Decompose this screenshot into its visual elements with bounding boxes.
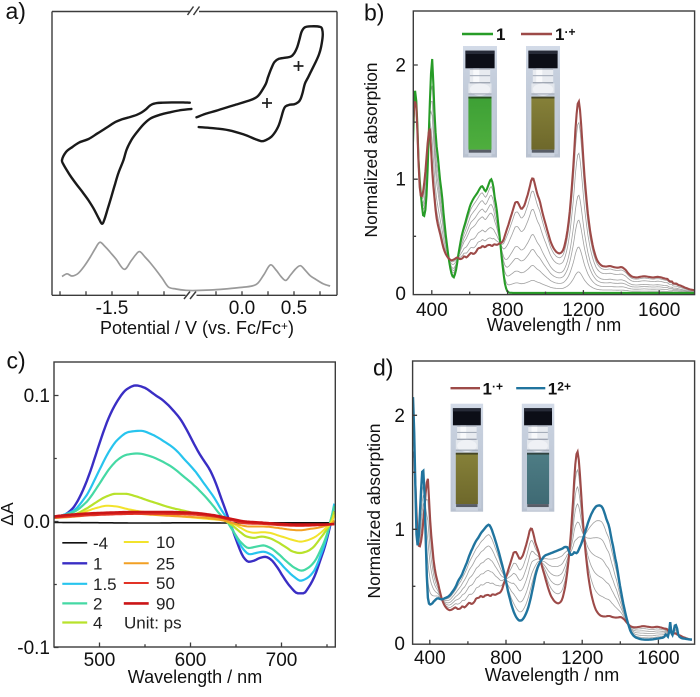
svg-text:Wavelength / nm: Wavelength / nm	[128, 667, 262, 687]
svg-text:Normalized absorption: Normalized absorption	[361, 62, 381, 237]
svg-text:1600: 1600	[638, 300, 680, 321]
svg-text:2: 2	[395, 56, 406, 77]
svg-text:Wavelength / nm: Wavelength / nm	[487, 315, 621, 335]
svg-text:-1.5: -1.5	[96, 298, 129, 319]
svg-text:0.1: 0.1	[24, 386, 50, 407]
svg-text:700: 700	[266, 650, 298, 671]
svg-text:50: 50	[156, 574, 175, 593]
svg-text:12+: 12+	[548, 379, 571, 398]
svg-text:0.0: 0.0	[229, 298, 255, 319]
svg-text:1200: 1200	[562, 300, 604, 321]
svg-text:600: 600	[175, 650, 207, 671]
svg-text:4: 4	[93, 614, 102, 633]
svg-text:1: 1	[394, 520, 405, 541]
svg-text:800: 800	[490, 648, 522, 669]
svg-text:1200: 1200	[561, 648, 603, 669]
svg-text:1: 1	[395, 170, 406, 191]
svg-text:a): a)	[6, 0, 26, 24]
svg-text:Normalized absorption: Normalized absorption	[364, 423, 384, 598]
svg-text:Potential / V (vs. Fc/Fc+): Potential / V (vs. Fc/Fc+)	[100, 318, 294, 338]
svg-text:Wavelength / nm: Wavelength / nm	[485, 665, 619, 685]
svg-text:d): d)	[373, 355, 393, 381]
svg-text:b): b)	[364, 0, 384, 26]
svg-text:90: 90	[156, 594, 175, 613]
svg-text:1: 1	[93, 554, 102, 573]
svg-text:Unit: ps: Unit: ps	[124, 614, 182, 633]
svg-text:ΔA: ΔA	[0, 502, 17, 526]
svg-text:1.5: 1.5	[93, 575, 117, 594]
svg-text:0.0: 0.0	[24, 512, 50, 533]
svg-text:25: 25	[156, 554, 175, 573]
svg-text:500: 500	[84, 650, 116, 671]
svg-text:10: 10	[156, 533, 175, 552]
svg-text:c): c)	[7, 348, 26, 374]
svg-text:-4: -4	[93, 534, 108, 553]
svg-text:0: 0	[394, 634, 405, 655]
svg-text:1600: 1600	[637, 648, 679, 669]
svg-text:400: 400	[416, 300, 448, 321]
svg-text:800: 800	[492, 300, 524, 321]
svg-text:1: 1	[496, 25, 505, 44]
svg-text:2: 2	[93, 594, 102, 613]
svg-text:-0.1: -0.1	[17, 638, 50, 659]
svg-text:0: 0	[395, 284, 406, 305]
svg-text:2: 2	[394, 406, 405, 427]
svg-text:0.5: 0.5	[281, 298, 307, 319]
svg-text:400: 400	[414, 648, 446, 669]
